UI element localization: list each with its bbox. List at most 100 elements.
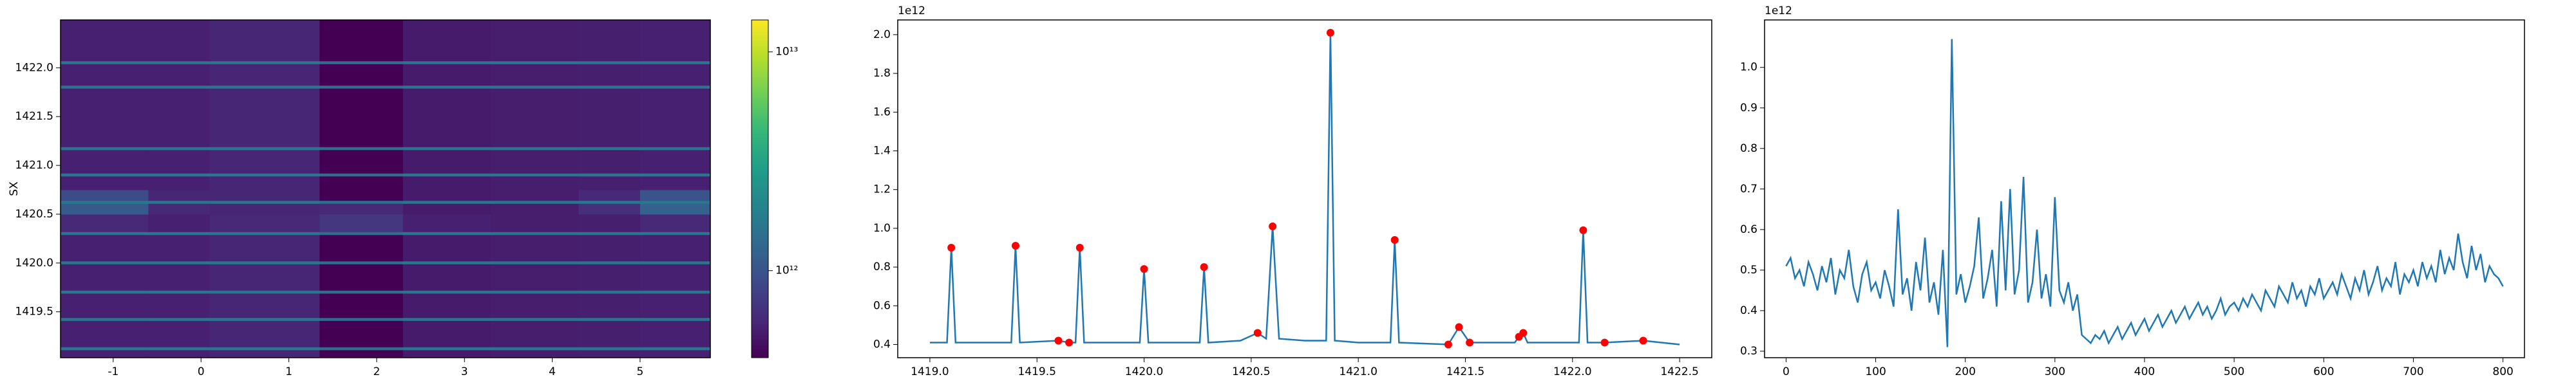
x-tick-label: 5 — [637, 365, 644, 378]
heatmap-cell — [491, 347, 579, 351]
heatmap-cell — [491, 349, 579, 358]
heatmap-cell — [402, 290, 491, 294]
heatmap-cell — [319, 176, 404, 190]
y-tick-label: 0.6 — [1740, 223, 1757, 236]
heatmap-cell — [491, 85, 579, 89]
offset-text: 1e12 — [1765, 5, 1792, 17]
peak-marker — [947, 244, 956, 252]
heatmap-cell — [491, 290, 579, 294]
heatmap-cell — [639, 290, 711, 294]
y-tick-label: 1421.5 — [15, 110, 53, 123]
peak-marker — [1455, 323, 1463, 331]
heatmap-cell — [148, 347, 211, 351]
x-tick-label: 1421.5 — [1446, 365, 1484, 378]
heatmap-cell — [148, 85, 211, 89]
heatmap-cell — [61, 234, 149, 262]
heatmap-cell — [491, 264, 579, 291]
heatmap-cell — [209, 20, 320, 62]
heatmap-cell — [148, 349, 211, 358]
peak-marker — [1200, 263, 1208, 271]
heatmap-cell — [209, 293, 320, 318]
heatmap-cell — [209, 64, 320, 86]
heatmap-cell — [61, 20, 149, 62]
heatmap-cell — [639, 264, 711, 291]
y-tick-label: 0.4 — [873, 338, 891, 351]
y-tick-label: 0.4 — [1740, 304, 1757, 317]
heatmap-cell — [639, 149, 711, 174]
heatmap-cell — [61, 264, 149, 291]
heatmap-cell — [491, 317, 579, 321]
peak-marker — [1579, 226, 1587, 234]
heatmap-cell — [148, 293, 211, 318]
heatmap-cell — [209, 147, 320, 151]
heatmap-cell — [578, 347, 641, 351]
heatmap-cell — [402, 149, 491, 174]
heatmap-cell — [491, 60, 579, 64]
heatmap-cell — [148, 320, 211, 347]
heatmap-cell — [61, 232, 149, 235]
heatmap-cell — [639, 190, 711, 201]
heatmap-cell — [402, 232, 491, 235]
heatmap-cell — [61, 261, 149, 264]
heatmap-cell — [61, 349, 149, 358]
x-tick-label: 1419.0 — [911, 365, 949, 378]
y-tick-label: 1.0 — [1740, 61, 1757, 74]
heatmap-cell — [402, 234, 491, 262]
heatmap-cell — [639, 60, 711, 64]
heatmap-cell — [639, 234, 711, 262]
heatmap-cell — [148, 232, 211, 235]
x-tick-label: 0 — [198, 365, 205, 378]
heatmap-cell — [61, 320, 149, 347]
heatmap-cell — [402, 60, 491, 64]
heatmap-cell — [209, 320, 320, 347]
y-tick-label: 1.0 — [873, 222, 891, 235]
y-tick-label: 1.8 — [873, 67, 891, 80]
heatmap-cell — [209, 214, 320, 232]
heatmap-cell — [209, 290, 320, 294]
heatmap-cell — [209, 85, 320, 89]
x-tick-label: 100 — [1865, 365, 1886, 378]
heatmap-cell — [61, 293, 149, 318]
axes-frame — [897, 19, 1712, 358]
heatmap-cell — [148, 149, 211, 174]
heatmap-cell — [639, 173, 711, 177]
x-tick-label: 800 — [2492, 365, 2513, 378]
heatmap-cell — [639, 64, 711, 86]
peak-marker — [1466, 338, 1474, 347]
heatmap-cell — [319, 203, 404, 215]
x-tick-label: 1 — [285, 365, 292, 378]
heatmap-cell — [578, 200, 641, 204]
heatmap-cell — [578, 293, 641, 318]
heatmap-cell — [639, 88, 711, 147]
x-tick-label: 3 — [461, 365, 468, 378]
heatmap-cell — [402, 214, 491, 232]
x-tick-label: 0 — [1783, 365, 1790, 378]
heatmap-cell — [61, 60, 149, 64]
x-tick-label: -1 — [108, 365, 118, 378]
heatmap-cell — [578, 232, 641, 235]
heatmap-cell — [402, 176, 491, 190]
peak-marker — [1253, 329, 1262, 337]
heatmap-cell — [61, 173, 149, 177]
heatmap-cell — [402, 317, 491, 321]
y-tick-label: 1422.0 — [15, 61, 53, 74]
x-tick-label: 1422.0 — [1553, 365, 1591, 378]
heatmap-cell — [491, 320, 579, 347]
x-tick-label: 1422.5 — [1660, 365, 1698, 378]
heatmap-cell — [578, 264, 641, 291]
heatmap-cell — [148, 147, 211, 151]
heatmap-cell — [402, 203, 491, 215]
heatmap-cell — [148, 264, 211, 291]
colorbar-tick-label: 10¹³ — [775, 46, 798, 59]
heatmap-cell — [578, 261, 641, 264]
heatmap-cell — [402, 88, 491, 147]
heatmap-cell — [61, 200, 149, 204]
peak-marker — [1075, 244, 1084, 252]
heatmap-cell — [578, 20, 641, 62]
x-tick-label: 4 — [549, 365, 556, 378]
heatmap-cell — [209, 349, 320, 358]
axes-frame — [1764, 19, 2525, 358]
heatmap-cell — [209, 149, 320, 174]
heatmap-cell — [639, 232, 711, 235]
